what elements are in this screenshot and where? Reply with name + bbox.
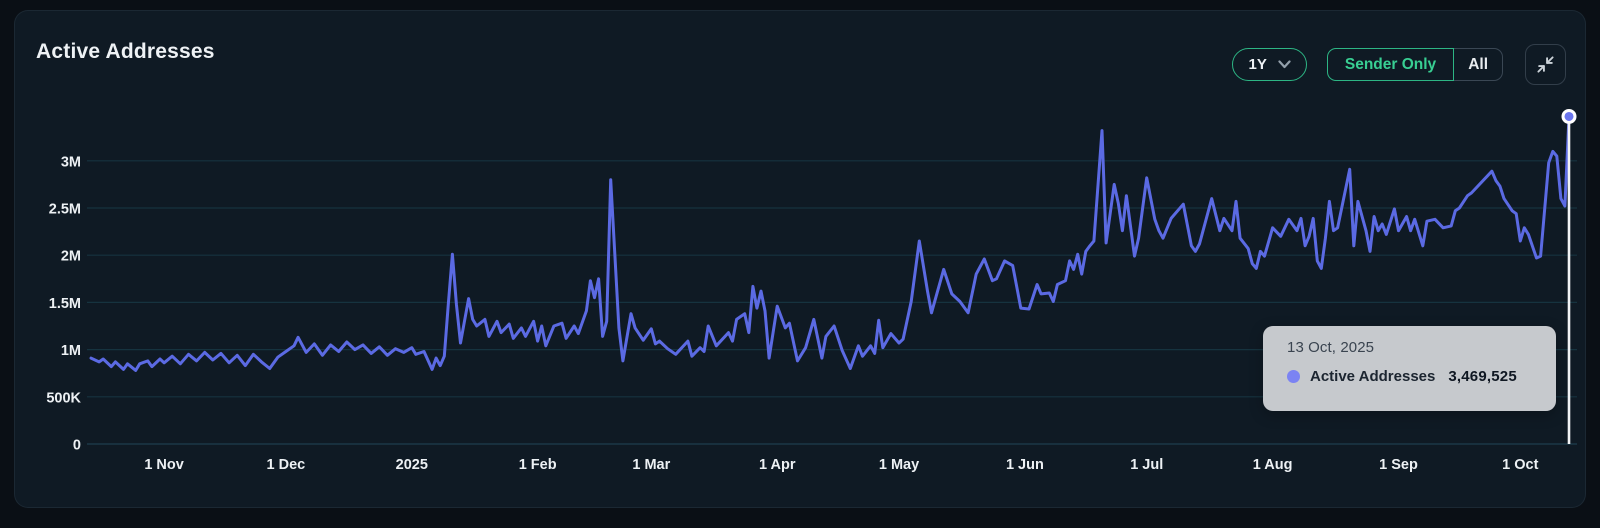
chart-card: Active Addresses 1Y Sender Only All [14,10,1586,508]
chart-title: Active Addresses [36,40,215,63]
collapse-icon [1536,55,1555,74]
y-tick-label: 500K [46,390,81,406]
x-tick-label: 1 Aug [1253,457,1293,473]
range-selector[interactable]: 1Y [1231,48,1307,81]
x-tick-label: 1 Apr [759,457,796,473]
tooltip-series-value: 3,469,525 [1448,368,1517,385]
y-tick-label: 2M [61,249,81,265]
x-tick-label: 1 Jul [1130,457,1163,473]
y-tick-label: 3M [61,154,81,170]
collapse-button[interactable] [1525,44,1566,85]
x-tick-label: 1 May [879,457,919,473]
chart-controls: 1Y Sender Only All [1231,44,1566,85]
series-dot-icon [1287,370,1300,383]
y-tick-label: 2.5M [49,202,81,218]
mode-toggle: Sender Only All [1326,48,1503,81]
x-tick-label: 2025 [396,457,428,473]
x-tick-label: 1 Sep [1379,457,1418,473]
y-tick-label: 0 [73,438,81,454]
x-tick-label: 1 Nov [144,457,184,473]
crosshair-dot[interactable] [1561,108,1577,124]
mode-option-sender-only[interactable]: Sender Only [1326,48,1455,81]
tooltip-series-row: Active Addresses 3,469,525 [1287,368,1556,385]
y-tick-label: 1.5M [49,296,81,312]
range-selector-value: 1Y [1248,56,1267,73]
series-line [89,114,1571,372]
mode-option-all[interactable]: All [1454,48,1503,81]
y-tick-label: 1M [61,343,81,359]
x-tick-label: 1 Dec [267,457,306,473]
tooltip: 13 Oct, 2025 Active Addresses 3,469,525 [1263,326,1556,411]
x-tick-label: 1 Feb [519,457,557,473]
line-chart[interactable]: 0 500K 1M 1.5M 2M 2.5M 3M 1 Nov 1 Dec 2025 1 Feb 1 … [15,11,1587,509]
tooltip-series-label: Active Addresses [1310,368,1436,385]
chevron-down-icon [1278,60,1291,69]
tooltip-date: 13 Oct, 2025 [1287,339,1375,356]
x-tick-label: 1 Jun [1006,457,1044,473]
x-tick-label: 1 Mar [632,457,670,473]
x-tick-label: 1 Oct [1502,457,1538,473]
